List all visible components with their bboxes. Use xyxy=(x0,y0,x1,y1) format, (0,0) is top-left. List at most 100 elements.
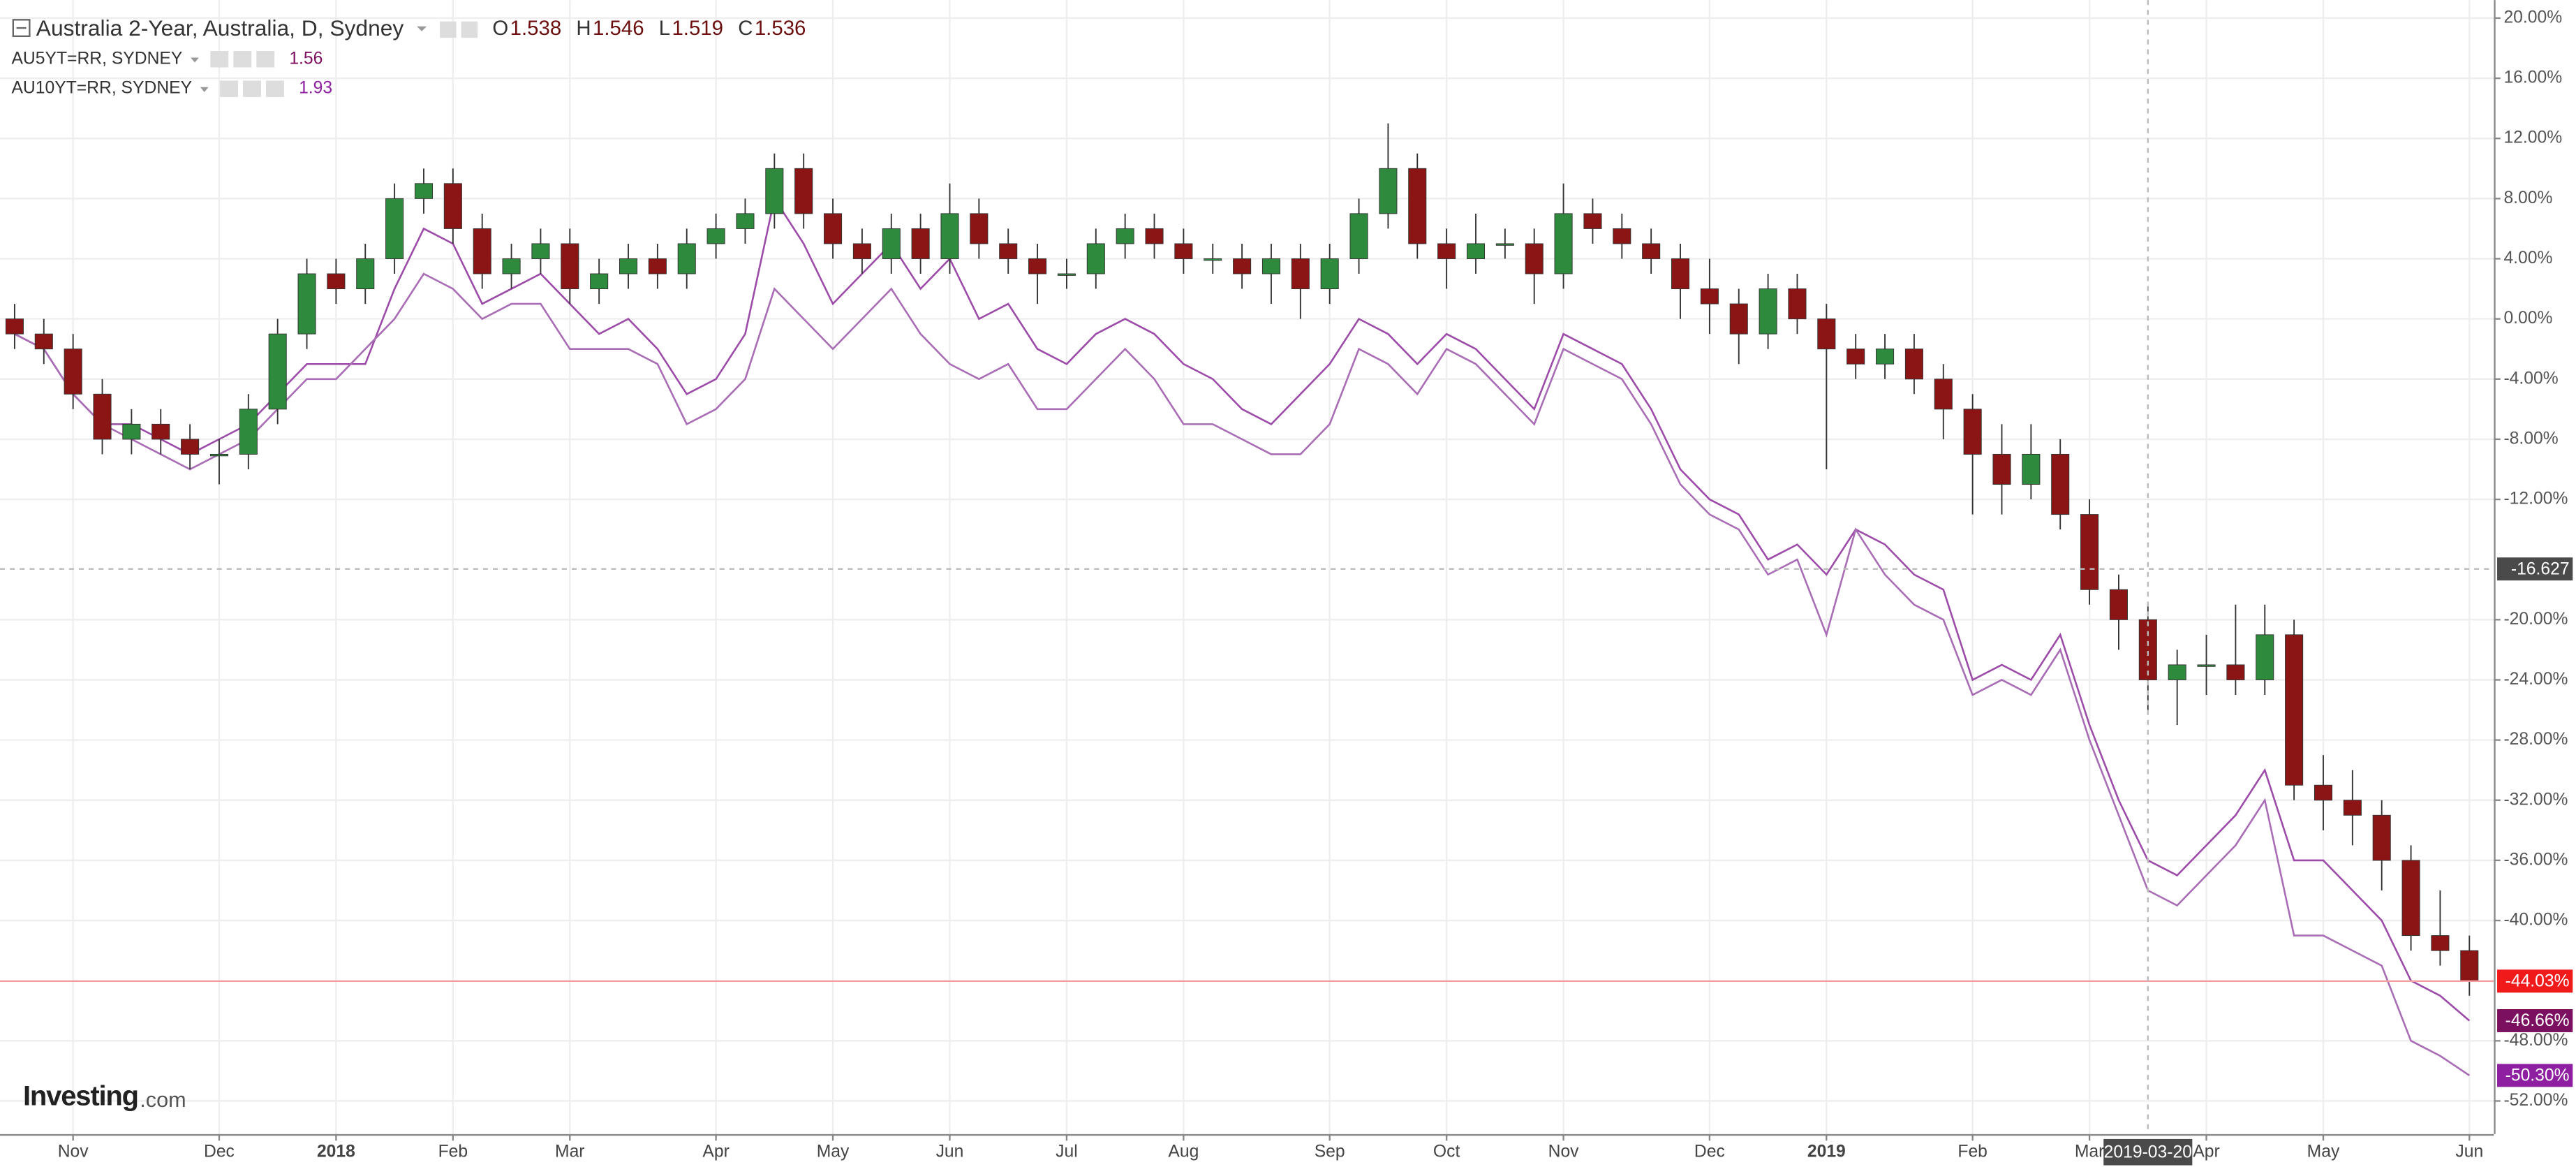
x-tick-label: Jun xyxy=(2455,1142,2483,1161)
candle-body xyxy=(34,333,53,350)
candle-body xyxy=(531,243,550,259)
candle-body xyxy=(1466,243,1486,259)
y-tick-label: -4.00% xyxy=(2503,369,2558,388)
hide-button[interactable] xyxy=(461,21,478,38)
x-tick-label: Nov xyxy=(58,1142,89,1161)
candle-body xyxy=(648,258,667,274)
y-tick-label: 20.00% xyxy=(2503,8,2562,27)
candle-body xyxy=(736,213,755,229)
settings-button[interactable] xyxy=(220,80,238,97)
dropdown[interactable] xyxy=(200,87,209,92)
series-line xyxy=(14,272,2471,1076)
watermark-brand: Investing xyxy=(23,1081,138,1112)
candle-body xyxy=(443,183,462,229)
candle-body xyxy=(1320,258,1339,290)
watermark-suffix: .com xyxy=(140,1088,186,1112)
ohlc-key: O xyxy=(492,17,508,40)
candle-body xyxy=(1028,258,1047,274)
x-tick-label: Apr xyxy=(702,1142,729,1161)
format-button[interactable] xyxy=(243,80,261,97)
candle-body xyxy=(999,243,1018,259)
x-tick-label: Dec xyxy=(204,1142,235,1161)
candle-body xyxy=(1057,273,1076,276)
collapse-button[interactable] xyxy=(12,19,31,38)
candle-body xyxy=(1291,258,1310,290)
crosshair-x-label: 2019-03-20 xyxy=(2104,1143,2192,1161)
candle-body xyxy=(385,198,404,259)
candle-body xyxy=(5,318,24,335)
candle-body xyxy=(619,258,638,274)
format-button[interactable] xyxy=(233,51,252,68)
candle-body xyxy=(1904,348,1923,380)
last-value-box xyxy=(2497,1064,2573,1087)
series-legend-name: AU5YT=RR, SYDNEY xyxy=(11,49,182,68)
y-tick-label: -36.00% xyxy=(2503,850,2568,869)
candle-body xyxy=(1729,303,1748,335)
ohlc-value: 1.536 xyxy=(755,17,806,40)
candle-body xyxy=(1116,228,1134,244)
series-legend-value: 1.93 xyxy=(299,79,332,98)
candle-body xyxy=(2109,589,2128,620)
y-tick-label: -20.00% xyxy=(2503,610,2568,629)
candle-body xyxy=(2080,514,2099,590)
series-legend-name: AU10YT=RR, SYDNEY xyxy=(11,79,192,98)
x-tick-label: 2018 xyxy=(317,1142,355,1161)
candle-body xyxy=(327,273,346,290)
candle-body xyxy=(1145,228,1164,244)
candle-body xyxy=(2431,935,2450,951)
candle-body xyxy=(356,258,375,290)
x-tick-label: May xyxy=(2307,1142,2340,1161)
y-tick-label: -52.00% xyxy=(2503,1091,2568,1110)
candle-body xyxy=(473,228,491,274)
x-tick-label: Oct xyxy=(1433,1142,1460,1161)
y-tick-label: -48.00% xyxy=(2503,1031,2568,1050)
candle-body xyxy=(2343,800,2362,816)
candle-body xyxy=(2168,664,2186,680)
candle-body xyxy=(2401,860,2420,937)
y-tick-label: 12.00% xyxy=(2503,129,2562,147)
candle-body xyxy=(181,439,200,455)
candle-body xyxy=(1525,243,1544,274)
chart-title: Australia 2-Year, Australia, D, Sydney xyxy=(36,15,404,41)
plot-area: Investing .com xyxy=(0,0,2494,1134)
candle-body xyxy=(2138,619,2157,680)
crosshair-y-label: -16.627 xyxy=(2511,559,2570,578)
dropdown[interactable] xyxy=(417,26,427,31)
settings-button[interactable] xyxy=(210,51,229,68)
series-line xyxy=(14,196,2471,1022)
y-tick-label: 8.00% xyxy=(2503,189,2552,207)
candle-body xyxy=(1233,258,1252,274)
y-tick-label: -28.00% xyxy=(2503,730,2568,749)
last-value-label: -50.30% xyxy=(2505,1066,2570,1085)
candle-body xyxy=(1495,243,1514,246)
ohlc-value: 1.519 xyxy=(672,17,723,40)
last-value-label: -46.66% xyxy=(2505,1011,2570,1030)
candle-body xyxy=(1759,288,1777,335)
x-tick-label: Feb xyxy=(1957,1142,1987,1161)
last-value-box xyxy=(2497,969,2573,993)
y-tick-label: -12.00% xyxy=(2503,490,2568,508)
candle-body xyxy=(1846,348,1865,365)
candle-body xyxy=(1583,213,1602,229)
x-tick-label: Apr xyxy=(2193,1142,2219,1161)
candle-body xyxy=(93,393,112,440)
candle-body xyxy=(2226,664,2245,680)
dropdown[interactable] xyxy=(191,57,199,63)
ohlc-value: 1.546 xyxy=(593,17,644,40)
settings-button[interactable] xyxy=(440,21,457,38)
crosshair-y-box xyxy=(2497,557,2573,581)
candle-body xyxy=(1671,258,1690,290)
x-tick-label: Jul xyxy=(1056,1142,1078,1161)
x-tick-label: Mar xyxy=(555,1142,585,1161)
remove-button[interactable] xyxy=(265,80,284,97)
candle-body xyxy=(940,213,959,259)
last-value-box xyxy=(2497,1009,2573,1032)
candle-body xyxy=(677,243,696,274)
candle-body xyxy=(1204,258,1222,261)
candle-body xyxy=(1379,168,1398,214)
axes: 20.00% 16.00% 12.00% 8.00% 4.00% 0.00% -4.00% -… xyxy=(58,8,2573,1166)
remove-button[interactable] xyxy=(256,51,275,68)
candle-body xyxy=(1437,243,1456,259)
